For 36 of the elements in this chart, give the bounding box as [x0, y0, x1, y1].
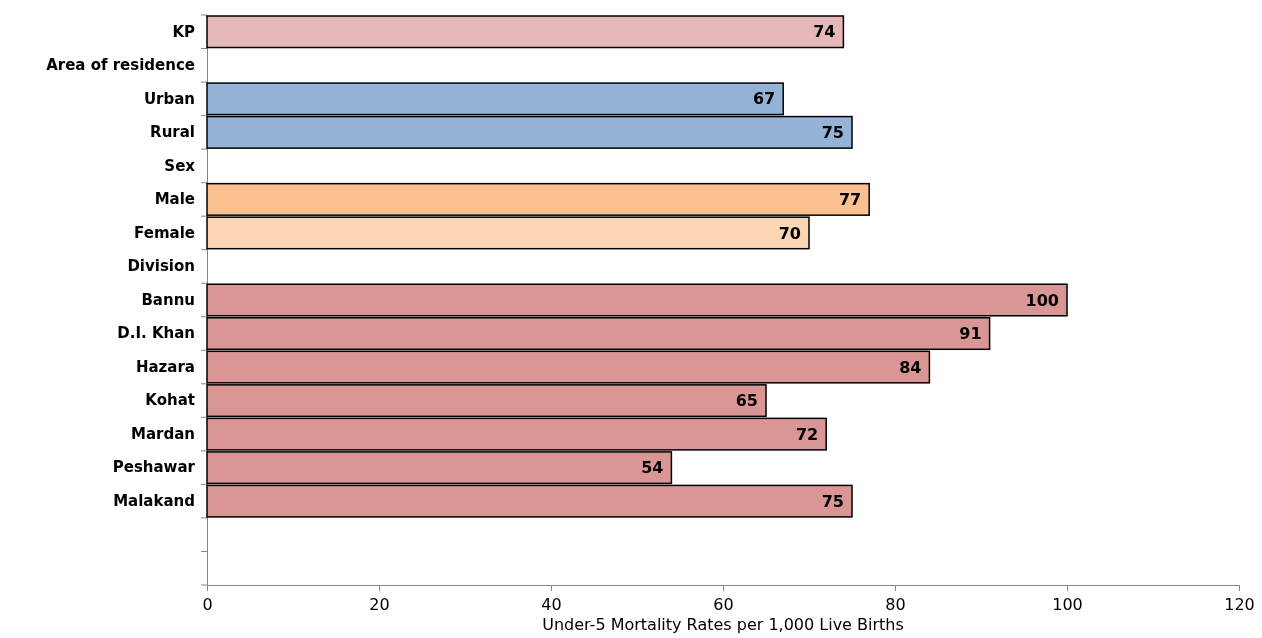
y-tick-label: Mardan [131, 424, 195, 443]
data-label: 65 [735, 391, 758, 411]
x-tick-label: 20 [369, 595, 390, 614]
y-tick-label: D.I. Khan [117, 324, 195, 343]
data-label: 72 [795, 424, 819, 444]
y-tick-label: Peshawar [112, 458, 196, 477]
y-tick-label: Hazara [135, 357, 195, 376]
y-tick-label: Area of residence [46, 56, 195, 75]
data-label: 54 [641, 458, 664, 478]
x-tick-label: 40 [541, 595, 562, 614]
y-tick-label: Urban [143, 89, 195, 108]
x-tick-label: 80 [885, 595, 906, 614]
data-label: 91 [959, 324, 982, 344]
y-tick-label: Bannu [141, 290, 195, 309]
y-tick-label: Sex [164, 156, 196, 175]
data-label: 67 [752, 89, 776, 109]
x-tick-label: 120 [1224, 595, 1255, 614]
y-tick-label: Female [134, 223, 195, 242]
y-tick-label: Rural [150, 123, 195, 142]
y-tick-label: Division [127, 257, 195, 276]
x-axis-title: Under-5 Mortality Rates per 1,000 Live Births [542, 615, 904, 634]
y-tick-label: Malakand [113, 491, 195, 510]
data-label: 84 [899, 357, 922, 377]
data-label: 70 [778, 223, 801, 243]
x-tick-label: 60 [713, 595, 734, 614]
y-tick-label: KP [172, 22, 195, 41]
bar [206, 15, 845, 49]
data-label: 75 [821, 491, 844, 511]
data-label: 74 [813, 22, 836, 42]
x-tick-label: 0 [202, 595, 213, 614]
x-tick-label: 100 [1052, 595, 1083, 614]
data-label: 100 [1025, 290, 1059, 310]
data-label: 77 [838, 190, 862, 210]
y-tick-label: Male [154, 190, 195, 209]
y-tick-label: Kohat [145, 391, 195, 410]
data-label: 75 [821, 122, 844, 142]
